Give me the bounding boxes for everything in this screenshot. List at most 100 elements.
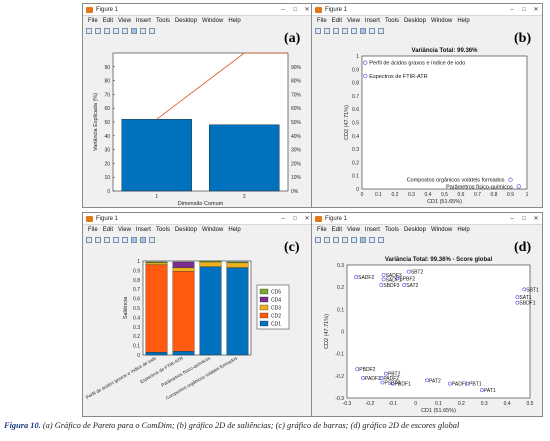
- print-icon[interactable]: [113, 237, 119, 243]
- menu-window[interactable]: Window: [201, 18, 224, 24]
- maximize-icon[interactable]: □: [293, 215, 297, 222]
- menu-edit[interactable]: Edit: [331, 18, 343, 24]
- menu-file[interactable]: File: [88, 18, 98, 24]
- minimize-icon[interactable]: –: [510, 215, 514, 222]
- legend-label: CD4: [271, 298, 281, 304]
- menu-insert[interactable]: Insert: [135, 18, 151, 24]
- figure-window-b[interactable]: Figure 1 – □ ✕ File Edit View Insert Too…: [311, 3, 543, 208]
- plot-area[interactable]: Variância Total: 99.36% - Score global -0…: [312, 245, 542, 416]
- chart-title: Variância Total: 99.36%: [412, 48, 479, 54]
- minimize-icon[interactable]: –: [510, 6, 514, 13]
- save-icon[interactable]: [333, 237, 339, 243]
- menu-help[interactable]: Help: [457, 18, 470, 24]
- legend-swatch: [259, 312, 269, 319]
- menu-help[interactable]: Help: [228, 227, 241, 233]
- plot-area[interactable]: 0 10 20 30 40 50 60 70 80 90 0% 10% 20% 30% 40% 50% 60% 7…: [83, 36, 313, 207]
- insert-legend-icon[interactable]: [369, 28, 375, 34]
- save-icon[interactable]: [104, 237, 110, 243]
- menu-tools[interactable]: Tools: [384, 227, 399, 233]
- menu-edit[interactable]: Edit: [331, 227, 343, 233]
- insert-legend-icon[interactable]: [369, 237, 375, 243]
- figure-window-c[interactable]: Figure 1 – □ ✕ File Edit View Insert Too…: [82, 212, 314, 417]
- insert-colorbar-icon[interactable]: [131, 28, 137, 34]
- link-plot-icon[interactable]: [122, 237, 128, 243]
- print-icon[interactable]: [113, 28, 119, 34]
- insert-colorbar-icon[interactable]: [360, 28, 366, 34]
- bar: [209, 124, 280, 192]
- link-plot-icon[interactable]: [351, 237, 357, 243]
- menu-tools[interactable]: Tools: [155, 227, 170, 233]
- link-plot-icon[interactable]: [351, 28, 357, 34]
- menu-desktop[interactable]: Desktop: [174, 227, 197, 233]
- menu-insert[interactable]: Insert: [364, 18, 380, 24]
- minimize-icon[interactable]: –: [281, 215, 285, 222]
- open-icon[interactable]: [324, 237, 330, 243]
- insert-colorbar-icon[interactable]: [360, 237, 366, 243]
- close-icon[interactable]: ✕: [304, 216, 310, 222]
- link-plot-icon[interactable]: [122, 28, 128, 34]
- menu-insert[interactable]: Insert: [135, 227, 151, 233]
- new-figure-icon[interactable]: [86, 28, 92, 34]
- title-bar: Figure 1 – □ ✕: [312, 4, 542, 16]
- menu-view[interactable]: View: [118, 227, 131, 233]
- minimize-icon[interactable]: –: [281, 6, 285, 13]
- menu-window[interactable]: Window: [201, 227, 224, 233]
- menu-help[interactable]: Help: [457, 227, 470, 233]
- menu-tools[interactable]: Tools: [155, 18, 170, 24]
- x-axis-label: Dimensão Comum: [178, 201, 224, 207]
- menu-view[interactable]: View: [118, 18, 131, 24]
- cursor-icon[interactable]: [378, 237, 384, 243]
- print-icon[interactable]: [342, 237, 348, 243]
- open-icon[interactable]: [324, 28, 330, 34]
- cursor-icon[interactable]: [378, 28, 384, 34]
- y2-tick-label: 60%: [291, 106, 302, 112]
- menu-file[interactable]: File: [317, 18, 327, 24]
- plot-area[interactable]: Variância Total: 99.36% 0 0.1 0.2 0.3 0.4 0.5 0…: [312, 36, 542, 207]
- close-icon[interactable]: ✕: [533, 216, 539, 222]
- insert-legend-icon[interactable]: [140, 28, 146, 34]
- plot-area[interactable]: 0 0.1 0.2 0.3 0.4 0.5 0.6 0.7 0.8 0.9 1 Perfil de á…: [83, 245, 313, 416]
- data-point: [465, 381, 469, 386]
- x-axis-label: CD1 (51.65%): [427, 199, 462, 205]
- figure-window-a[interactable]: Figure 1 – □ ✕ File Edit View Insert Too…: [82, 3, 314, 208]
- y-tick-label: 70: [104, 92, 110, 98]
- menu-desktop[interactable]: Desktop: [403, 227, 426, 233]
- maximize-icon[interactable]: □: [522, 215, 526, 222]
- x-tick-label: 0: [361, 192, 364, 198]
- menu-window[interactable]: Window: [430, 227, 453, 233]
- insert-colorbar-icon[interactable]: [131, 237, 137, 243]
- menu-edit[interactable]: Edit: [102, 227, 114, 233]
- y-tick-label: 0.5: [352, 121, 359, 127]
- maximize-icon[interactable]: □: [293, 6, 297, 13]
- cursor-icon[interactable]: [149, 237, 155, 243]
- figure-window-d[interactable]: Figure 1 – □ ✕ File Edit View Insert Too…: [311, 212, 543, 417]
- new-figure-icon[interactable]: [86, 237, 92, 243]
- menu-help[interactable]: Help: [228, 18, 241, 24]
- menu-view[interactable]: View: [347, 18, 360, 24]
- menu-file[interactable]: File: [317, 227, 327, 233]
- menu-insert[interactable]: Insert: [364, 227, 380, 233]
- new-figure-icon[interactable]: [315, 28, 321, 34]
- maximize-icon[interactable]: □: [522, 6, 526, 13]
- menu-desktop[interactable]: Desktop: [403, 18, 426, 24]
- bar-segment: [172, 267, 195, 272]
- save-icon[interactable]: [104, 28, 110, 34]
- cursor-icon[interactable]: [149, 28, 155, 34]
- menu-edit[interactable]: Edit: [102, 18, 114, 24]
- menu-file[interactable]: File: [88, 227, 98, 233]
- menu-view[interactable]: View: [347, 227, 360, 233]
- menu-tools[interactable]: Tools: [384, 18, 399, 24]
- y-tick-label: 0.7: [352, 94, 359, 100]
- print-icon[interactable]: [342, 28, 348, 34]
- close-icon[interactable]: ✕: [304, 7, 310, 13]
- open-icon[interactable]: [95, 237, 101, 243]
- insert-legend-icon[interactable]: [140, 237, 146, 243]
- open-icon[interactable]: [95, 28, 101, 34]
- new-figure-icon[interactable]: [315, 237, 321, 243]
- menu-window[interactable]: Window: [430, 18, 453, 24]
- close-icon[interactable]: ✕: [533, 7, 539, 13]
- point-label: PADF2: [383, 376, 399, 382]
- menu-desktop[interactable]: Desktop: [174, 18, 197, 24]
- save-icon[interactable]: [333, 28, 339, 34]
- data-point: [522, 287, 527, 292]
